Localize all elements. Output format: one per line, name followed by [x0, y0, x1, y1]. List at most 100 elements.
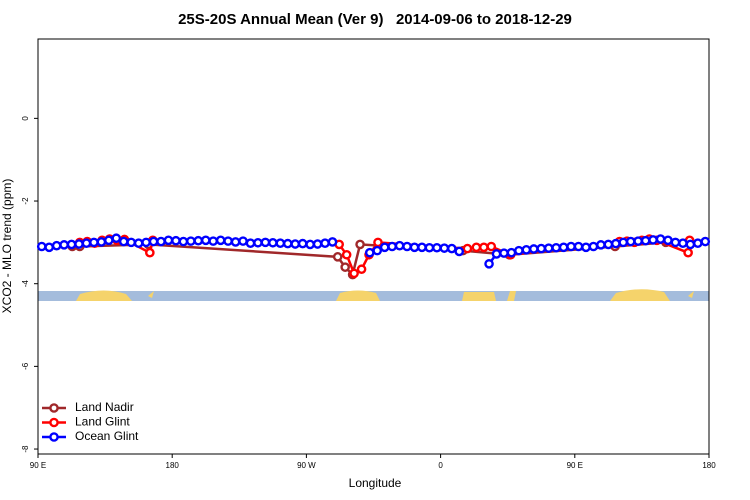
x-tick-label: 90 E: [30, 461, 46, 470]
data-point: [145, 247, 155, 258]
data-point: [663, 235, 673, 246]
data-point: [506, 247, 517, 258]
data-point: [528, 244, 539, 254]
land-patch: [610, 289, 670, 301]
data-point: [59, 240, 69, 250]
data-point: [558, 242, 569, 253]
data-point: [51, 240, 62, 251]
data-point: [341, 249, 352, 260]
land-patch: [507, 291, 516, 301]
data-point: [89, 237, 99, 248]
map-strip: [38, 289, 709, 301]
data-point: [373, 237, 383, 248]
data-point: [521, 245, 532, 255]
data-point: [275, 238, 286, 248]
data-point: [118, 236, 129, 247]
data-point: [36, 241, 47, 252]
y-tick-label: -6: [21, 362, 30, 370]
legend-marker: [49, 417, 59, 428]
data-point: [200, 235, 211, 246]
data-point: [439, 243, 450, 253]
data-point: [700, 236, 711, 247]
data-point: [484, 259, 494, 269]
data-point: [355, 239, 365, 250]
data-point: [486, 241, 497, 252]
data-point: [655, 234, 666, 244]
legend-marker: [49, 432, 59, 442]
data-point: [223, 236, 233, 246]
data-point: [573, 241, 584, 252]
y-axis-label: XCO2 - MLO trend (ppm): [0, 179, 14, 314]
data-point: [230, 237, 241, 247]
y-tick-label: -8: [21, 445, 30, 453]
x-tick-label: 180: [702, 461, 716, 470]
x-axis-label: Longitude: [349, 476, 402, 490]
data-point: [588, 241, 599, 252]
data-point: [471, 242, 482, 253]
data-point: [171, 235, 181, 246]
data-point: [379, 242, 390, 253]
land-patch: [148, 291, 154, 298]
data-point: [312, 239, 323, 249]
y-tick-label: -4: [21, 280, 30, 288]
data-point: [387, 241, 397, 252]
data-point: [104, 235, 114, 246]
data-point: [163, 235, 174, 246]
data-point: [611, 238, 621, 249]
data-point: [133, 238, 144, 248]
data-point: [543, 243, 554, 253]
data-point: [268, 237, 278, 248]
data-point: [678, 238, 688, 248]
data-point: [402, 241, 412, 252]
data-point: [364, 247, 375, 258]
data-point: [320, 238, 330, 248]
legend-label: Land Glint: [75, 415, 130, 429]
data-point: [693, 238, 703, 248]
data-point: [491, 249, 502, 259]
data-point: [432, 242, 442, 253]
data-point: [640, 235, 651, 246]
data-point: [74, 239, 84, 249]
data-point: [245, 238, 256, 248]
data-point: [156, 236, 166, 247]
data-point: [126, 237, 136, 248]
legend-label: Ocean Glint: [75, 429, 139, 443]
data-point: [536, 243, 547, 254]
data-point: [208, 236, 219, 246]
data-point: [417, 242, 427, 253]
x-tick-label: 0: [438, 461, 443, 470]
data-point: [193, 235, 204, 246]
data-point: [633, 236, 643, 246]
data-point: [111, 233, 122, 244]
data-point: [603, 239, 614, 250]
data-point: [566, 241, 576, 252]
data-point: [394, 240, 405, 251]
data-point: [514, 245, 524, 256]
x-tick-label: 90 W: [297, 461, 316, 470]
data-point: [305, 239, 315, 250]
data-point: [44, 242, 54, 253]
data-point: [327, 237, 338, 247]
data-point: [424, 242, 435, 253]
data-point: [178, 236, 189, 247]
legend-marker: [49, 403, 59, 413]
data-point: [349, 268, 359, 279]
legend-label: Land Nadir: [75, 400, 134, 414]
land-patch: [76, 290, 132, 301]
data-point: [96, 237, 107, 247]
data-point: [409, 242, 420, 253]
data-point: [215, 235, 226, 246]
data-point: [446, 243, 457, 254]
land-patch: [688, 291, 694, 298]
data-point: [356, 264, 367, 275]
data-point: [372, 245, 383, 256]
data-point: [66, 239, 77, 250]
data-point: [332, 252, 343, 262]
data-point: [297, 238, 308, 249]
data-point: [340, 262, 350, 272]
data-point: [253, 237, 263, 248]
data-point: [618, 237, 629, 248]
x-tick-label: 180: [166, 461, 180, 470]
land-patch: [336, 290, 380, 301]
